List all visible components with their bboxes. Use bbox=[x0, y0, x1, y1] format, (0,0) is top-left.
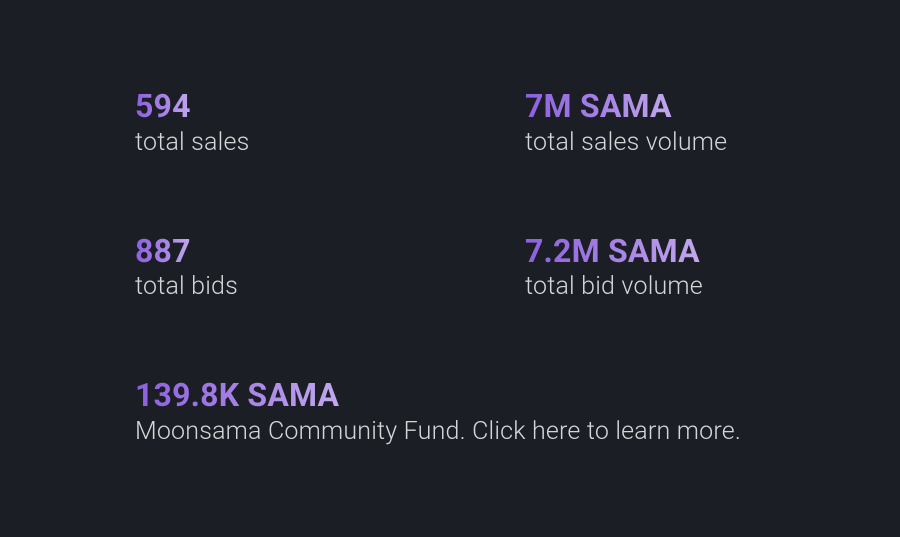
stats-grid: 594 total sales 7M SAMA total sales volu… bbox=[135, 90, 795, 301]
stat-value: 594 bbox=[135, 90, 191, 124]
community-fund-link[interactable]: 139.8K SAMA Moonsama Community Fund. Cli… bbox=[135, 379, 795, 446]
stat-total-sales-volume: 7M SAMA total sales volume bbox=[525, 90, 795, 157]
stat-value: 139.8K SAMA bbox=[135, 379, 339, 413]
stat-label: total bid volume bbox=[525, 272, 795, 301]
stat-total-bid-volume: 7.2M SAMA total bid volume bbox=[525, 235, 795, 302]
stat-value: 7M SAMA bbox=[525, 90, 672, 124]
stat-value: 887 bbox=[135, 235, 191, 269]
stat-label: Moonsama Community Fund. Click here to l… bbox=[135, 417, 795, 446]
stat-label: total sales volume bbox=[525, 128, 795, 157]
stat-label: total bids bbox=[135, 272, 405, 301]
stat-total-bids: 887 total bids bbox=[135, 235, 405, 302]
stat-label: total sales bbox=[135, 128, 405, 157]
stats-dashboard: 594 total sales 7M SAMA total sales volu… bbox=[135, 90, 795, 446]
stat-value: 7.2M SAMA bbox=[525, 235, 700, 269]
stat-total-sales: 594 total sales bbox=[135, 90, 405, 157]
